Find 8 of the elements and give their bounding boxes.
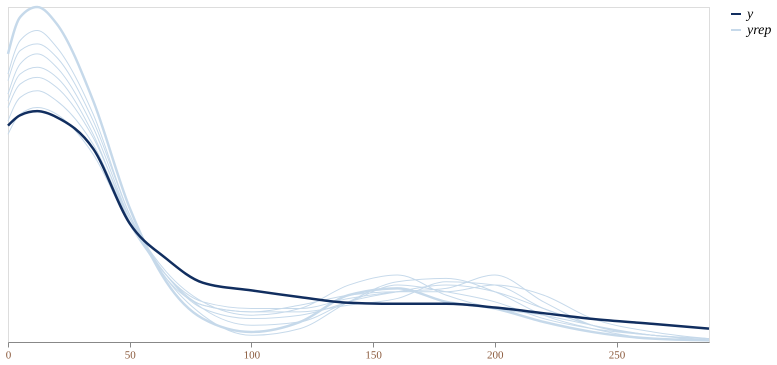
x-tick-label: 200 — [487, 350, 504, 362]
x-tick-label: 50 — [124, 350, 136, 362]
legend-label: yrep — [745, 23, 772, 38]
x-tick-label: 0 — [6, 350, 12, 362]
legend-label: y — [745, 7, 754, 22]
x-tick-label: 150 — [365, 350, 382, 362]
x-tick-label: 250 — [608, 350, 626, 362]
x-tick-label: 100 — [244, 350, 261, 362]
